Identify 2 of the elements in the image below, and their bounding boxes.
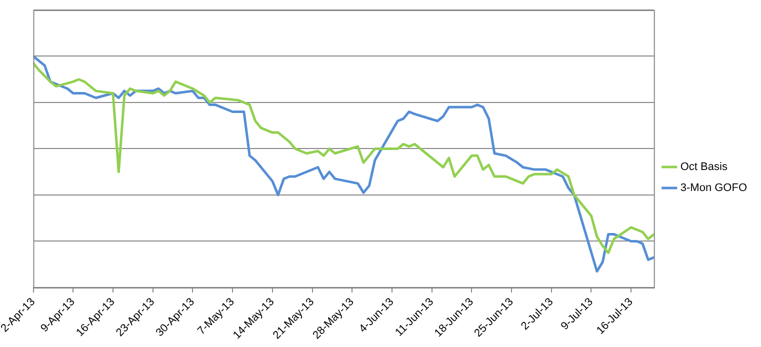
legend-label: 3-Mon GOFO <box>680 182 748 194</box>
legend-label: Oct Basis <box>680 161 728 174</box>
